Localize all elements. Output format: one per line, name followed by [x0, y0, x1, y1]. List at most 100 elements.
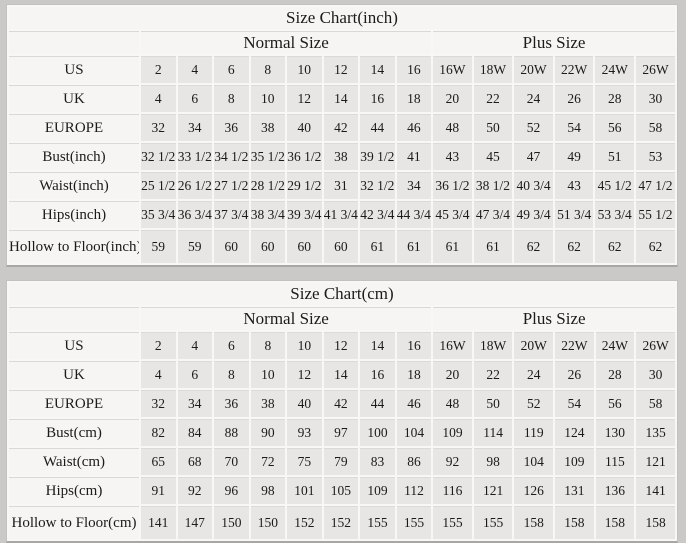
- size-value-cell: 12: [323, 332, 359, 359]
- size-value-cell: 91: [141, 477, 176, 504]
- size-value-cell: 104: [396, 419, 432, 446]
- size-value-cell: 53 3/4: [595, 201, 634, 228]
- size-value-cell: 36 1/2: [433, 172, 472, 199]
- group-header-normal-size: Normal Size: [141, 307, 432, 330]
- size-value-cell: 92: [177, 477, 213, 504]
- size-value-cell: 20W: [514, 56, 553, 83]
- size-value-cell: 61: [360, 230, 395, 263]
- size-value-cell: 58: [636, 114, 675, 141]
- size-value-cell: 16W: [433, 56, 472, 83]
- size-value-cell: 40: [287, 390, 322, 417]
- size-value-cell: 10: [250, 85, 286, 112]
- size-value-cell: 44 3/4: [396, 201, 432, 228]
- size-value-cell: 26: [555, 361, 594, 388]
- size-value-cell: 18W: [473, 332, 513, 359]
- size-value-cell: 27 1/2: [214, 172, 249, 199]
- size-value-cell: 86: [396, 448, 432, 475]
- size-value-cell: 126: [514, 477, 554, 504]
- size-value-cell: 26: [554, 85, 594, 112]
- size-value-cell: 60: [214, 230, 249, 263]
- size-value-cell: 72: [250, 448, 286, 475]
- size-value-cell: 47 1/2: [636, 172, 675, 199]
- size-value-cell: 88: [214, 419, 249, 446]
- table-row: UK 4 6 8 10 12 14 16 18 20 22 24 26 28 30: [9, 361, 675, 388]
- size-value-cell: 20: [433, 85, 472, 112]
- size-value-cell: 100: [360, 419, 395, 446]
- size-value-cell: 14: [360, 332, 395, 359]
- size-value-cell: 25 1/2: [140, 172, 176, 199]
- table-row: US 2 4 6 8 10 12 14 16 16W 18W 20W 22W 24W 26W: [9, 56, 675, 83]
- row-label: Waist(inch): [9, 172, 139, 199]
- size-value-cell: 56: [595, 114, 634, 141]
- size-value-cell: 98: [250, 477, 286, 504]
- size-value-cell: 6: [214, 332, 249, 359]
- size-value-cell: 4: [177, 332, 213, 359]
- size-value-cell: 22W: [554, 56, 594, 83]
- size-value-cell: 39 1/2: [360, 143, 395, 170]
- size-value-cell: 38: [323, 143, 359, 170]
- size-value-cell: 104: [514, 448, 554, 475]
- size-value-cell: 136: [595, 477, 635, 504]
- size-value-cell: 51 3/4: [554, 201, 594, 228]
- table-row: Bust(cm) 82 84 88 90 93 97 100 104 109 114 119 124 13…: [9, 419, 675, 446]
- size-value-cell: 45 3/4: [433, 201, 472, 228]
- size-value-cell: 36: [214, 390, 249, 417]
- size-value-cell: 34 1/2: [214, 143, 249, 170]
- size-value-cell: 41: [396, 143, 432, 170]
- size-value-cell: 155: [473, 506, 513, 539]
- size-value-cell: 48: [433, 114, 472, 141]
- size-value-cell: 32: [140, 114, 176, 141]
- size-value-cell: 16: [360, 361, 395, 388]
- size-value-cell: 79: [323, 448, 359, 475]
- size-value-cell: 14: [360, 56, 395, 83]
- size-value-cell: 30: [636, 85, 675, 112]
- size-value-cell: 58: [636, 390, 675, 417]
- size-value-cell: 43: [554, 172, 594, 199]
- size-value-cell: 55 1/2: [636, 201, 675, 228]
- size-value-cell: 29 1/2: [287, 172, 322, 199]
- size-value-cell: 28: [595, 85, 634, 112]
- size-value-cell: 115: [595, 448, 635, 475]
- size-value-cell: 36 1/2: [287, 143, 322, 170]
- size-value-cell: 34: [396, 172, 432, 199]
- size-value-cell: 42 3/4: [360, 201, 395, 228]
- size-value-cell: 42: [323, 114, 359, 141]
- size-value-cell: 141: [141, 506, 176, 539]
- size-value-cell: 147: [177, 506, 213, 539]
- group-header-plus-size: Plus Size: [433, 31, 675, 54]
- size-value-cell: 4: [177, 56, 213, 83]
- size-value-cell: 158: [555, 506, 594, 539]
- size-value-cell: 152: [323, 506, 359, 539]
- table-row: US 2 4 6 8 10 12 14 16 16W 18W 20W 22W 24W 26W: [9, 332, 675, 359]
- size-value-cell: 4: [140, 85, 176, 112]
- size-value-cell: 26W: [636, 56, 675, 83]
- size-value-cell: 101: [287, 477, 322, 504]
- size-value-cell: 6: [177, 361, 213, 388]
- row-label: EUROPE: [9, 390, 139, 417]
- size-value-cell: 54: [554, 114, 594, 141]
- size-value-cell: 109: [433, 419, 472, 446]
- size-value-cell: 28: [595, 361, 635, 388]
- size-value-cell: 43: [433, 143, 472, 170]
- size-chart-cm-table: Size Chart(cm) Normal Size Plus Size US 2 4 6 8…: [6, 280, 680, 543]
- table-row: EUROPE 32 34 36 38 40 42 44 46 48 50 52 54 56 58: [9, 390, 675, 417]
- table-row: Waist(cm) 65 68 70 72 75 79 83 86 92 98 104 109 115 12…: [9, 448, 675, 475]
- size-value-cell: 36: [214, 114, 249, 141]
- size-value-cell: 135: [636, 419, 675, 446]
- size-value-cell: 44: [360, 114, 395, 141]
- size-value-cell: 31: [323, 172, 359, 199]
- size-value-cell: 20W: [514, 332, 554, 359]
- size-value-cell: 14: [323, 361, 359, 388]
- size-value-cell: 16: [396, 56, 432, 83]
- group-header-plus-size: Plus Size: [433, 307, 675, 330]
- size-value-cell: 155: [360, 506, 395, 539]
- size-value-cell: 26 1/2: [177, 172, 213, 199]
- size-value-cell: 4: [141, 361, 176, 388]
- size-value-cell: 50: [473, 390, 513, 417]
- size-value-cell: 48: [433, 390, 472, 417]
- table-row: EUROPE 32 34 36 38 40 42 44 46 48 50 52 54 56 58: [9, 114, 675, 141]
- size-value-cell: 32 1/2: [360, 172, 395, 199]
- size-value-cell: 44: [360, 390, 395, 417]
- size-value-cell: 22: [473, 85, 513, 112]
- size-value-cell: 105: [323, 477, 359, 504]
